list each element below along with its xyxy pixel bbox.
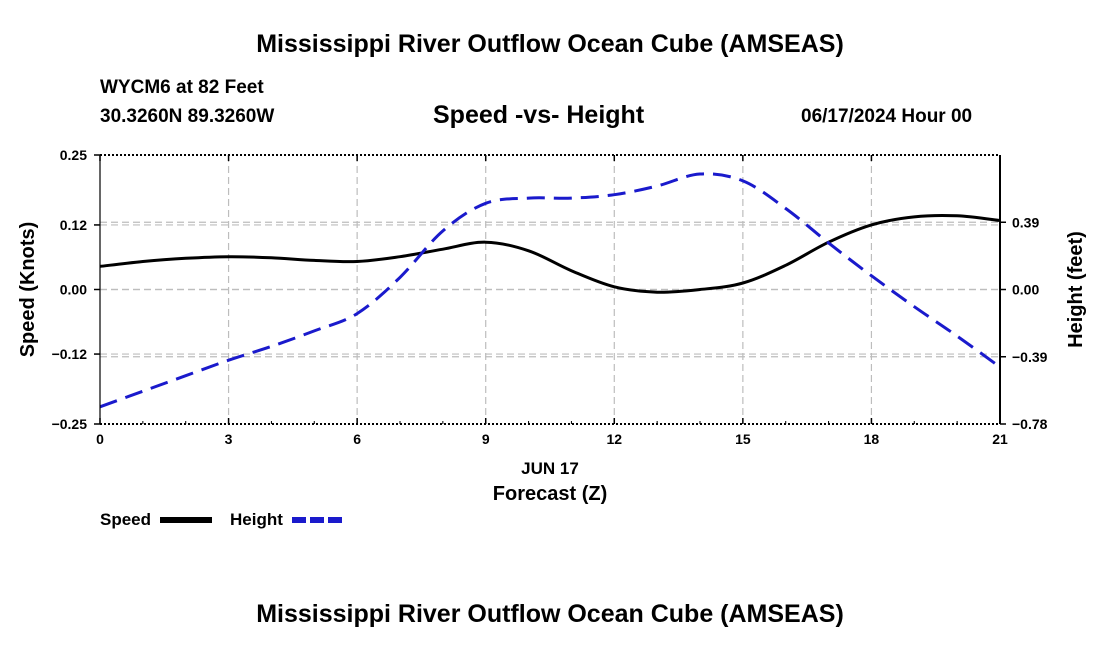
y-tick-label: −0.25 (52, 416, 88, 432)
x-tick-label: 0 (96, 431, 104, 447)
series-layer (99, 172, 1001, 409)
legend-label-speed: Speed (100, 510, 151, 529)
series-line-height (99, 172, 1001, 409)
datetime-label: 06/17/2024 Hour 00 (801, 106, 973, 127)
y-right-tick-label: −0.78 (1012, 416, 1048, 432)
station-label: WYCM6 at 82 Feet (100, 77, 264, 98)
label-layer: 0 3 6 9 12 15 18 21 −0.25 −0.12 0.00 0.12 0.25 −0.78 −… (17, 147, 1087, 529)
y-axis-title: Speed (Knots) (17, 222, 39, 358)
x-tick-label: 6 (353, 431, 361, 447)
x-tick-label: 21 (992, 431, 1008, 447)
y-tick-label: 0.00 (60, 282, 87, 298)
x-tick-label: 9 (482, 431, 490, 447)
y-tick-label: 0.12 (60, 217, 87, 233)
x-tick-label: 15 (735, 431, 751, 447)
y-tick-label: −0.12 (52, 346, 88, 362)
x-tick-label: 3 (225, 431, 233, 447)
x-tick-label: 12 (606, 431, 622, 447)
y-tick-label: 0.25 (60, 147, 87, 163)
x-axis-date-label: JUN 17 (521, 459, 579, 478)
frame-layer (94, 154, 1006, 425)
grid-layer (100, 155, 1000, 424)
footer-title: Mississippi River Outflow Ocean Cube (AM… (256, 600, 844, 628)
x-tick-label: 18 (864, 431, 880, 447)
legend-label-height: Height (230, 510, 283, 529)
y-right-tick-label: −0.39 (1012, 349, 1048, 365)
y-right-tick-label: 0.39 (1012, 214, 1039, 230)
coordinates-label: 30.3260N 89.3260W (100, 106, 275, 127)
page-title: Mississippi River Outflow Ocean Cube (AM… (256, 30, 844, 58)
chart-subtitle: Speed -vs- Height (433, 101, 645, 129)
y-right-tick-label: 0.00 (1012, 282, 1039, 298)
series-line-speed (99, 213, 1001, 294)
x-axis-title: Forecast (Z) (493, 483, 607, 505)
y-right-axis-title: Height (feet) (1065, 231, 1087, 348)
